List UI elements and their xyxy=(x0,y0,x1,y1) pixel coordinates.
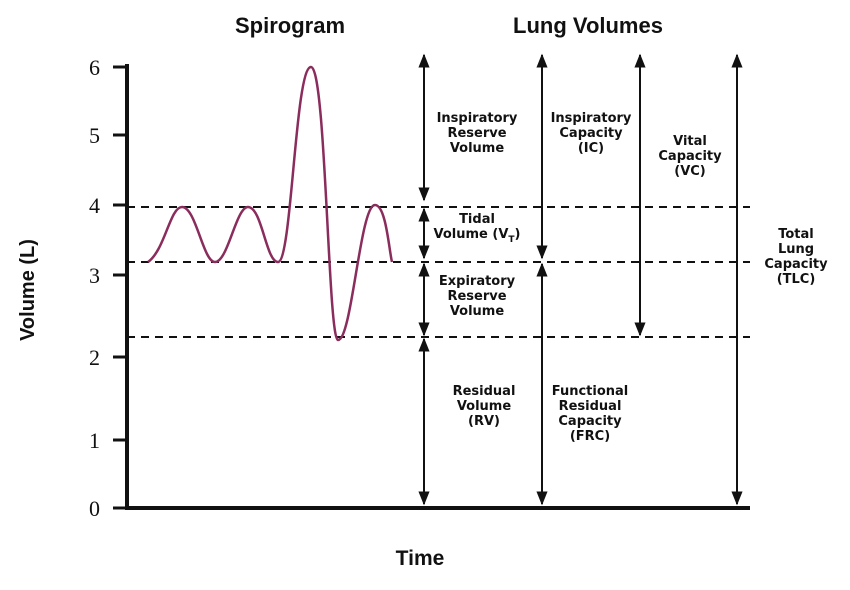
volume-label: Capacity xyxy=(558,414,622,429)
lung-volumes-title: Lung Volumes xyxy=(513,13,663,38)
volume-label: Expiratory xyxy=(439,274,516,289)
volume-label: Vital xyxy=(673,134,707,149)
volume-label: Inspiratory xyxy=(437,111,518,126)
volume-label: (TLC) xyxy=(777,272,816,287)
y-axis-label: Volume (L) xyxy=(17,239,39,341)
spirogram-title: Spirogram xyxy=(235,13,345,38)
label-subscript: T xyxy=(508,235,515,245)
volume-label: (RV) xyxy=(468,414,500,429)
y-tick-label: 6 xyxy=(89,55,100,80)
volume-label: (FRC) xyxy=(570,429,610,444)
volume-label: Volume xyxy=(457,399,512,414)
volume-label: Residual xyxy=(453,384,516,399)
y-tick-label: 0 xyxy=(89,496,100,521)
y-tick-label: 2 xyxy=(89,345,100,370)
volume-label: (IC) xyxy=(578,141,604,156)
volume-label: Residual xyxy=(559,399,622,414)
y-tick-label: 3 xyxy=(89,263,100,288)
volume-label: Volume xyxy=(450,304,505,319)
volume-label: Tidal xyxy=(459,212,495,227)
y-tick-label: 1 xyxy=(89,428,100,453)
axes xyxy=(125,64,750,510)
spirogram-trace xyxy=(147,65,394,342)
volume-label: Lung xyxy=(778,242,814,257)
level-lines xyxy=(127,206,750,338)
volume-label: Reserve xyxy=(447,126,506,141)
volume-label: Volume (VT) xyxy=(434,227,521,245)
volume-label: (VC) xyxy=(674,164,705,179)
x-axis-label: Time xyxy=(396,547,445,570)
volume-label: Capacity xyxy=(658,149,722,164)
y-tick-label: 4 xyxy=(89,193,100,218)
y-tick-label: 5 xyxy=(89,123,100,148)
volume-label: Capacity xyxy=(559,126,623,141)
volume-label: Reserve xyxy=(447,289,506,304)
arrows xyxy=(418,53,743,506)
label-text: ) xyxy=(515,227,521,242)
volume-label: Volume xyxy=(450,141,505,156)
volume-label: Functional xyxy=(552,384,629,399)
volume-label: Inspiratory xyxy=(551,111,632,126)
volume-label: Total xyxy=(778,227,814,242)
volume-label: Capacity xyxy=(764,257,828,272)
label-text: Volume (V xyxy=(434,227,509,242)
